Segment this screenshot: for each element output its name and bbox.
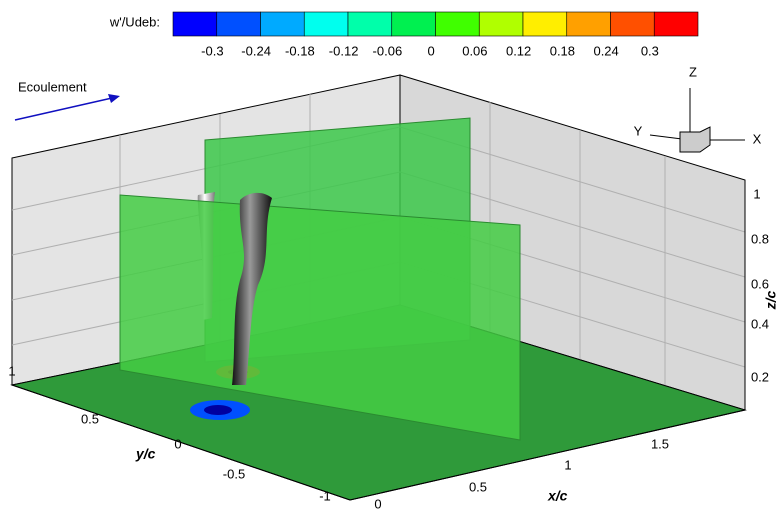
colorbar-tick-label: 0.12 xyxy=(506,43,531,58)
x-tick-label: 1.5 xyxy=(651,436,669,451)
y-tick-label: -1 xyxy=(319,488,331,503)
x-axis-line xyxy=(349,409,746,501)
triad-label: Y xyxy=(634,123,643,138)
colorbar-cell xyxy=(653,11,699,37)
flow-arrow xyxy=(14,97,113,121)
colorbar-tick-label: 0 xyxy=(428,43,435,58)
colorbar-tick-label: 0.06 xyxy=(462,43,487,58)
colorbar-cell xyxy=(347,11,393,37)
colorbar-cell xyxy=(216,11,261,37)
contour-blob xyxy=(204,405,232,415)
colorbar-title: w'/Udeb: xyxy=(109,14,160,29)
vortex-tube xyxy=(232,192,272,385)
colorbar-cell xyxy=(303,11,349,37)
colorbar-tick-label: -0.3 xyxy=(201,43,223,58)
z-axis-title: z/c xyxy=(763,290,779,310)
colorbar-cell xyxy=(172,11,218,37)
z-tick-label: 0.8 xyxy=(751,231,769,246)
colorbar-cell xyxy=(391,11,436,37)
colorbar-tick-label: 0.3 xyxy=(641,43,659,58)
colorbar-cell xyxy=(260,11,305,37)
colorbar-tick-label: 0.24 xyxy=(593,43,618,58)
colorbar-cell xyxy=(522,11,568,37)
y-tick-label: 0.5 xyxy=(81,411,99,426)
flow-arrowhead xyxy=(108,94,120,103)
colorbar-tick-label: -0.18 xyxy=(285,43,315,58)
y-axis-line xyxy=(11,384,351,501)
colorbar-tick-label: -0.12 xyxy=(329,43,359,58)
z-tick-label: 1 xyxy=(753,186,760,201)
triad-cube xyxy=(679,126,711,153)
z-tick-label: 0.2 xyxy=(751,369,769,384)
x-tick-label: 1 xyxy=(564,457,571,472)
colorbar-cell xyxy=(610,11,655,37)
y-tick-label: 0 xyxy=(174,436,181,451)
colorbar-tick-label: -0.24 xyxy=(241,43,271,58)
triad-label: X xyxy=(753,131,762,146)
x-axis-title: x/c xyxy=(547,488,568,504)
colorbar-cell xyxy=(566,11,611,37)
triad-label: Z xyxy=(689,64,697,79)
y-tick-label: 1 xyxy=(8,363,15,378)
z-tick-label: 0.4 xyxy=(751,316,769,331)
x-tick-label: 0 xyxy=(374,496,381,510)
colorbar-tick-label: 0.18 xyxy=(550,43,575,58)
colorbar-tick-label: -0.06 xyxy=(373,43,403,58)
colorbar-cell xyxy=(478,11,524,37)
x-tick-label: 0.5 xyxy=(469,479,487,494)
y-axis-title: y/c xyxy=(135,446,156,462)
z-tick-label: 0.6 xyxy=(751,276,769,291)
y-tick-label: -0.5 xyxy=(223,466,245,481)
colorbar-cell xyxy=(435,11,480,37)
longitudinal-plane xyxy=(119,194,521,441)
annotation: Ecoulement xyxy=(18,79,87,94)
